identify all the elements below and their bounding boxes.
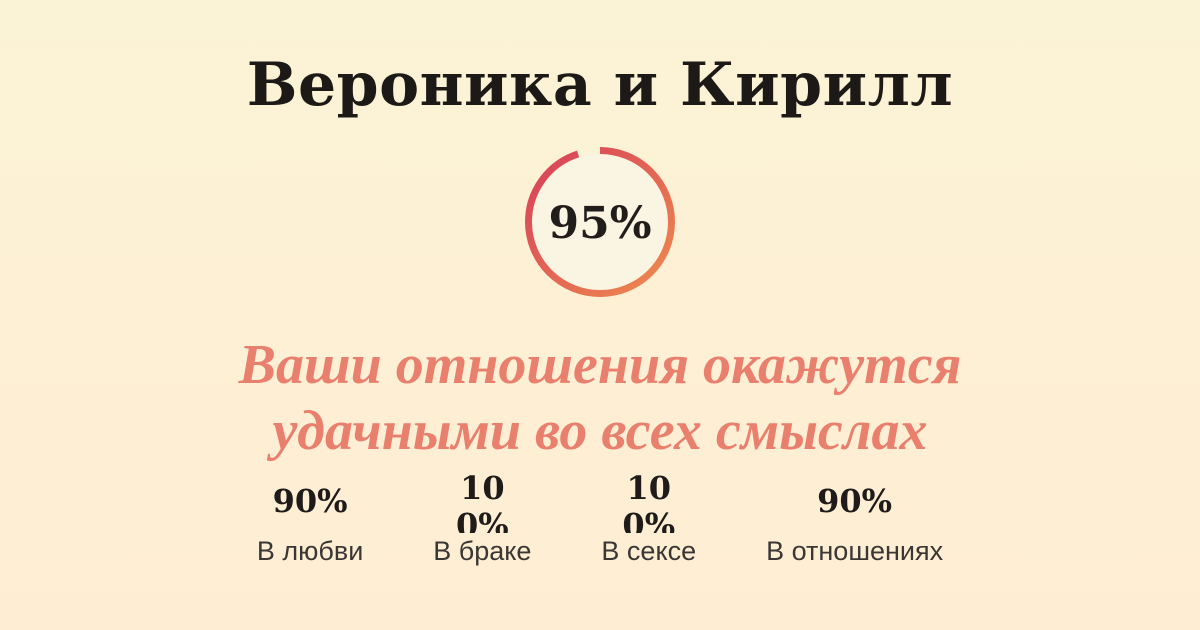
stat-label: В отношениях: [766, 536, 944, 566]
result-message: Ваши отношения окажутся удачными во всех…: [0, 332, 1200, 464]
compatibility-gauge: 95%: [525, 147, 675, 297]
stat-value: 90%: [817, 470, 892, 533]
stats-row: 90% В любви 10 0% В браке 10 0% В сексе …: [0, 470, 1200, 565]
stat-value: 10 0%: [622, 470, 675, 533]
gauge-percent-label: 95%: [548, 197, 652, 249]
stat-item-sex: 10 0% В сексе: [601, 470, 696, 565]
stat-item-marriage: 10 0% В браке: [433, 470, 531, 565]
gauge-container: 95%: [0, 147, 1200, 297]
stat-value-line: 90%: [817, 482, 893, 520]
stat-label: В сексе: [601, 536, 697, 566]
stat-value-line: 10: [460, 470, 505, 507]
result-message-line2: удачными во всех смыслах: [272, 400, 928, 462]
stat-value-line: 0%: [456, 506, 509, 534]
stat-value: 10 0%: [456, 470, 509, 533]
gauge-progress-arc: [525, 147, 675, 297]
stat-value-line: 0%: [622, 506, 676, 534]
gauge-inner-disc: [532, 154, 668, 290]
stat-label: В любви: [256, 536, 364, 566]
stat-value: 90%: [273, 470, 348, 533]
page-title: Вероника и Кирилл: [246, 50, 954, 120]
stat-value-line: 10: [626, 470, 672, 507]
stat-label: В браке: [433, 536, 532, 566]
stat-item-relationship: 90% В отношениях: [766, 470, 943, 565]
result-message-line1: Ваши отношения окажутся: [238, 334, 962, 396]
stat-value-line: 90%: [272, 482, 348, 520]
gauge-ring-svg: [525, 147, 675, 297]
stat-item-love: 90% В любви: [257, 470, 363, 565]
